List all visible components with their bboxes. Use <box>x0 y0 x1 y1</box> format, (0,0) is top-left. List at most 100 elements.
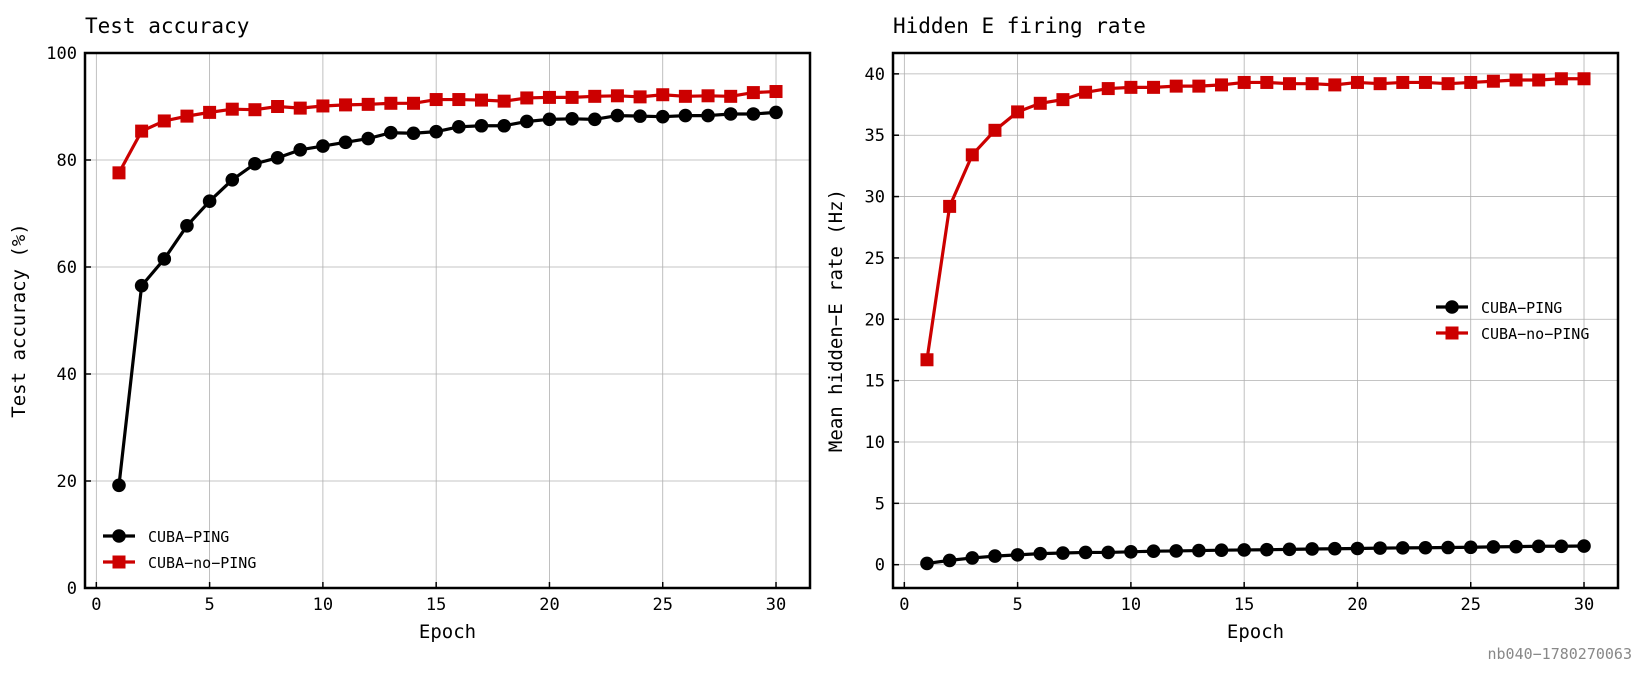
chart2-series-ping-point <box>1169 544 1184 558</box>
chart2-legend-marker-ping <box>1445 300 1459 314</box>
chart1-series-no-ping-point <box>656 88 670 102</box>
chart1-series-ping-point <box>678 108 693 123</box>
chart1-legend-marker-ping <box>112 529 126 543</box>
chart1-legend: CUBA−PING CUBA−no−PING <box>103 528 256 572</box>
chart2-series-ping-point <box>1463 540 1478 555</box>
chart2-series-ping-point <box>1554 539 1569 554</box>
chart1-series-no-ping-point <box>452 93 466 107</box>
chart2-title: Hidden E firing rate <box>893 14 1146 38</box>
chart2-series-no-ping-point <box>1147 80 1161 94</box>
chart2-series-no-ping-point <box>1260 75 1274 89</box>
chart1-series-no-ping-point <box>678 89 692 103</box>
chart2-series-no-ping-point <box>1169 79 1183 93</box>
chart2-series-ping-point <box>1373 541 1387 555</box>
chart2-legend-label-no-ping: CUBA−no−PING <box>1481 325 1589 343</box>
chart2-legend-label-ping: CUBA−PING <box>1481 299 1562 317</box>
chart1-ytick-label: 20 <box>57 472 77 492</box>
chart1-ytick-label: 60 <box>57 258 77 278</box>
chart2-series-no-ping-point <box>1532 73 1546 87</box>
chart1-series-ping-point <box>655 109 670 124</box>
chart1-series-no-ping-point <box>497 94 511 108</box>
chart2-ytick-label: 30 <box>865 188 885 208</box>
chart1-series-ping-point <box>701 108 715 123</box>
chart2-series-no-ping-point <box>1079 85 1093 99</box>
chart2-xtick-label: 15 <box>1234 595 1254 615</box>
chart1-series-ping-point <box>361 131 376 146</box>
chart1-series-ping-point <box>610 108 625 123</box>
chart1-series-no-ping-point <box>361 97 375 111</box>
chart1-series-no-ping-point <box>429 93 443 107</box>
chart2-series-no-ping-point <box>1192 79 1206 93</box>
chart1-xtick-label: 25 <box>652 595 672 615</box>
chart2-xlabel: Epoch <box>1227 621 1284 643</box>
chart2-frame <box>891 51 1620 590</box>
chart1-series-ping-point <box>406 126 421 141</box>
chart2-series-ping-point <box>965 551 980 565</box>
chart1-xtick-label: 10 <box>313 595 333 615</box>
chart1-title: Test accuracy <box>85 14 249 38</box>
chart1-series-no-ping-point <box>293 101 307 115</box>
chart1-ylabel: Test accuracy (%) <box>8 223 30 417</box>
chart2-xtick-label: 0 <box>899 595 909 615</box>
chart1-series-no-ping-point <box>135 124 149 138</box>
chart2-series-ping-point <box>1078 545 1093 560</box>
chart1-series-ping-point <box>202 194 217 208</box>
chart1: 0 5 10 15 20 25 30 0 20 40 60 80 100 Test accuracy Epo… <box>8 14 812 643</box>
chart1-series-no-ping-point <box>588 89 602 103</box>
chart1-xtick-label: 0 <box>91 595 101 615</box>
chart1-series-no-ping-point <box>474 93 488 107</box>
chart1-series-no-ping-point <box>157 114 171 128</box>
chart2-series-no-ping-point <box>1215 78 1229 92</box>
chart2-series-ping-point <box>1350 541 1365 556</box>
chart2-series-no-ping-point <box>1282 77 1296 91</box>
chart2-series-no-ping-point <box>1554 72 1568 86</box>
chart1-series-ping-point <box>180 219 194 233</box>
chart1-xlabel: Epoch <box>419 621 476 643</box>
chart2-series-ping-point <box>1282 542 1297 557</box>
chart2-legend-marker-no-ping <box>1445 326 1459 340</box>
chart2-series-no-ping-point <box>1305 77 1319 91</box>
chart2-series-no-ping-point <box>1124 80 1138 94</box>
chart1-series-no-ping-point <box>520 91 534 105</box>
chart2-ytick-label: 15 <box>865 372 885 392</box>
chart1-ytick-label: 0 <box>67 579 77 599</box>
chart1-series-ping-line <box>117 110 777 486</box>
chart2-series-no-ping-point <box>1464 75 1478 89</box>
chart1-series-ping-point <box>587 112 602 127</box>
chart1-series-ping-point <box>384 125 398 140</box>
chart1-series-ping-point <box>519 114 534 129</box>
chart2-series-ping-point <box>1214 543 1229 558</box>
chart1-ytick-label: 80 <box>57 151 77 171</box>
chart2-series-ping-point <box>988 549 1002 563</box>
chart2-ytick-label: 40 <box>865 65 885 85</box>
chart1-series-no-ping-point <box>565 90 579 104</box>
chart2-xtick-label: 20 <box>1347 595 1367 615</box>
chart1-series-ping-point <box>474 118 489 133</box>
chart2-series-no-ping-point <box>1328 78 1342 92</box>
chart1-series-ping-point <box>497 118 511 133</box>
chart2-series-no-ping-point <box>965 148 979 162</box>
chart2-series-no-ping-point <box>920 353 934 367</box>
chart2-series-no-ping-point <box>943 199 957 213</box>
chart2-series-ping-point <box>1577 539 1591 553</box>
chart1-series-ping-point <box>452 120 466 134</box>
chart1-series-no-ping-point <box>769 85 783 99</box>
chart1-legend-label-no-ping: CUBA−no−PING <box>148 554 256 572</box>
chart2-series-no-ping-point <box>1237 75 1251 89</box>
chart2-series-no-ping-point <box>1577 72 1591 86</box>
chart2-series-no-ping-point <box>1418 75 1432 89</box>
chart1-series-no-ping-point <box>746 86 760 100</box>
chart1-series-ping-point <box>746 107 761 121</box>
chart1-xtick-label: 5 <box>204 595 214 615</box>
chart1-xtick-label: 30 <box>766 595 786 615</box>
chart1-ytick-label: 40 <box>57 365 77 385</box>
chart2-series-ping-point <box>1486 540 1501 554</box>
chart2-series-ping-point <box>1418 540 1433 555</box>
chart2-series-ping-point <box>1441 540 1455 555</box>
chart2-series-no-ping-point <box>1056 93 1070 107</box>
chart2-series-ping-point <box>1509 539 1523 554</box>
chart1-series-no-ping-point <box>180 109 194 123</box>
chart2-series-no-ping-point <box>1486 74 1500 88</box>
chart2-series-ping-point <box>1056 546 1070 560</box>
